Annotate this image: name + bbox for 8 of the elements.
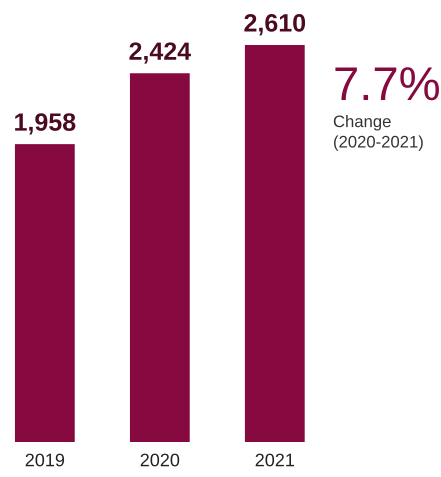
x-tick-label: 2019 xyxy=(26,454,64,466)
data-label: 2,424 xyxy=(129,42,191,64)
x-tick-label: 2020 xyxy=(140,454,180,466)
text: Change (2020-2021) xyxy=(334,115,423,151)
x-tick-label: 2021 xyxy=(256,454,294,466)
data-label: 2,610 xyxy=(244,14,306,36)
text: 7.7% xyxy=(335,67,439,100)
data-label: 1,958 xyxy=(15,113,76,135)
